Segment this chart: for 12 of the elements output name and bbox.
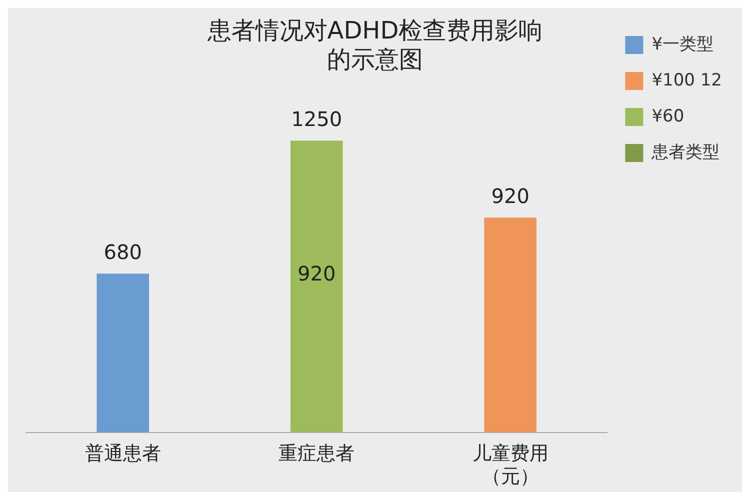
legend-label: ¥100 12 <box>652 70 722 90</box>
data-label: 680 <box>104 240 142 264</box>
chart-title: 患者情况对ADHD检查费用影响的示意图 <box>206 16 543 74</box>
data-label: 920 <box>491 184 530 208</box>
annotation: 920 <box>298 262 336 286</box>
legend-label: ¥60 <box>652 106 684 126</box>
legend-label: 患者类型 <box>650 142 720 162</box>
legend-label: ¥一类型 <box>652 34 714 54</box>
x-tick-label: 儿童费用（元） <box>472 442 548 488</box>
x-tick-label: 重症患者 <box>278 442 355 465</box>
data-label: 1250 <box>291 106 342 131</box>
x-tick-label: 普通患者 <box>84 442 161 465</box>
